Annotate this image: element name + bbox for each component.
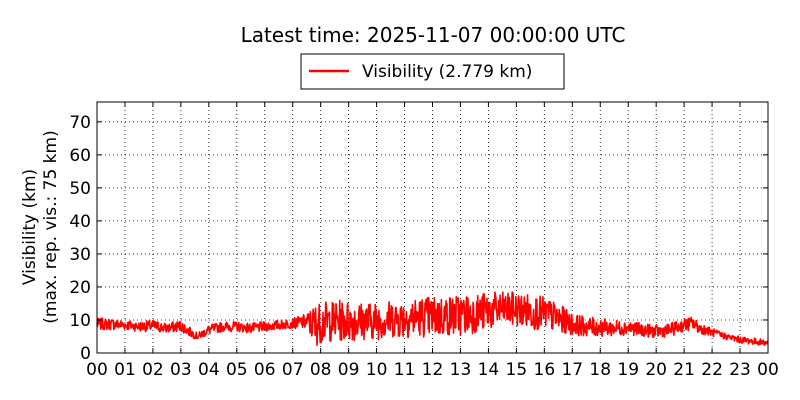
- x-tick-label-9: 09: [338, 360, 360, 380]
- x-tick-label-22: 22: [701, 360, 723, 380]
- chart-title: Latest time: 2025-11-07 00:00:00 UTC: [241, 23, 626, 47]
- x-tick-labels: 00 01 02 03 04 05 06 07 08 09 10 11 12 13 14 15 16 17 18 19…: [86, 360, 779, 380]
- legend-series-label: Visibility (2.779 km): [362, 62, 532, 82]
- x-tick-label-1: 01: [114, 360, 136, 380]
- x-tick-label-15: 15: [506, 360, 528, 380]
- x-tick-label-18: 18: [589, 360, 611, 380]
- series-line-visibility: [96, 291, 769, 347]
- y-tick-label-2: 20: [69, 278, 91, 298]
- x-tick-label-2: 02: [142, 360, 164, 380]
- x-tick-label-20: 20: [645, 360, 667, 380]
- y-tick-label-0: 0: [80, 344, 91, 364]
- y-tick-labels: 0 10 20 30 40 50 60 70: [69, 113, 91, 364]
- x-tick-label-14: 14: [478, 360, 500, 380]
- x-tick-label-8: 08: [310, 360, 332, 380]
- x-tick-label-4: 04: [198, 360, 220, 380]
- y-tick-label-7: 70: [69, 113, 91, 133]
- series-layer: [96, 291, 769, 347]
- y-axis-label-line-1: Visibility (km): [20, 169, 40, 285]
- x-tick-label-6: 06: [254, 360, 276, 380]
- x-tick-label-19: 19: [617, 360, 639, 380]
- x-tick-label-5: 05: [226, 360, 248, 380]
- y-tick-label-4: 40: [69, 212, 91, 232]
- x-tick-label-23: 23: [729, 360, 751, 380]
- x-tick-label-13: 13: [450, 360, 472, 380]
- x-tick-label-7: 07: [282, 360, 304, 380]
- x-tick-label-10: 10: [366, 360, 388, 380]
- y-tick-label-5: 50: [69, 179, 91, 199]
- x-tick-label-0: 00: [86, 360, 108, 380]
- x-tick-label-16: 16: [534, 360, 556, 380]
- x-tick-label-3: 03: [170, 360, 192, 380]
- y-tick-label-6: 60: [69, 146, 91, 166]
- x-tick-label-12: 12: [422, 360, 444, 380]
- y-tick-label-1: 10: [69, 311, 91, 331]
- x-tick-label-17: 17: [561, 360, 583, 380]
- y-tick-label-3: 30: [69, 245, 91, 265]
- x-tick-label-21: 21: [673, 360, 695, 380]
- x-tick-label-24: 00: [757, 360, 779, 380]
- x-tick-label-11: 11: [394, 360, 416, 380]
- legend: Visibility (2.779 km): [300, 53, 565, 90]
- plot-frame: [96, 101, 769, 354]
- y-axis-label-line-2: (max. rep. vis.: 75 km): [41, 130, 61, 323]
